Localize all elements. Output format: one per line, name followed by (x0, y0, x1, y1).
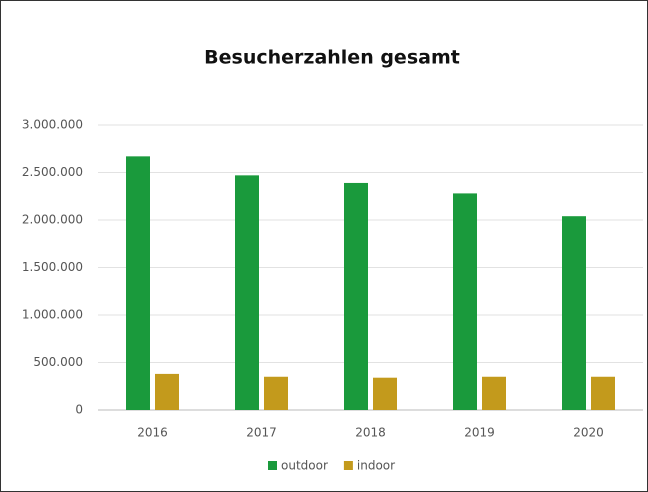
bar (344, 182, 368, 410)
x-tick-label: 2017 (246, 426, 277, 440)
legend-swatch (268, 461, 277, 470)
y-tick-label: 3.000.000 (22, 118, 83, 132)
bar (235, 175, 259, 410)
x-tick-label: 2018 (355, 426, 386, 440)
bar (482, 376, 506, 410)
y-tick-label: 1.000.000 (22, 308, 83, 322)
bar (453, 193, 477, 410)
bar (373, 377, 397, 410)
legend-label: indoor (357, 459, 395, 473)
y-tick-label: 2.500.000 (22, 165, 83, 179)
legend-swatch (343, 461, 353, 470)
y-tick-label: 0 (75, 403, 83, 417)
chart-title: Besucherzahlen gesamt (204, 47, 460, 69)
y-tick-label: 500.000 (33, 355, 83, 369)
x-tick-label: 2019 (464, 426, 495, 440)
y-tick-label: 2.000.000 (22, 213, 83, 227)
legend-label: outdoor (281, 459, 328, 473)
bar (126, 156, 150, 410)
bar (155, 373, 179, 410)
y-tick-label: 1.500.000 (22, 260, 83, 274)
bar (591, 376, 615, 410)
x-tick-label: 2016 (137, 426, 168, 440)
bar (264, 376, 288, 410)
x-tick-label: 2020 (573, 426, 604, 440)
bar (562, 216, 586, 410)
